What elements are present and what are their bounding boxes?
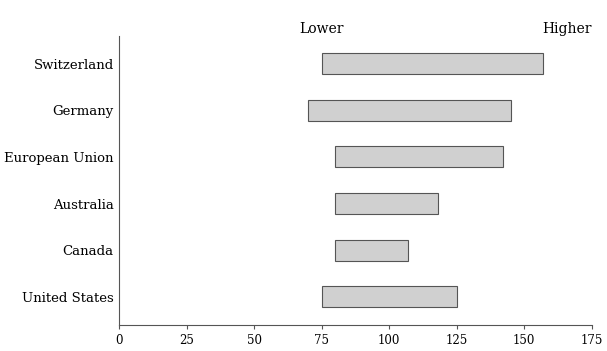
Bar [335, 193, 438, 214]
Bar [335, 240, 408, 261]
Text: Lower: Lower [299, 22, 344, 36]
Bar [335, 146, 503, 167]
Bar [322, 53, 543, 74]
Bar [308, 100, 510, 121]
Bar [322, 286, 456, 307]
Text: Higher: Higher [542, 22, 592, 36]
